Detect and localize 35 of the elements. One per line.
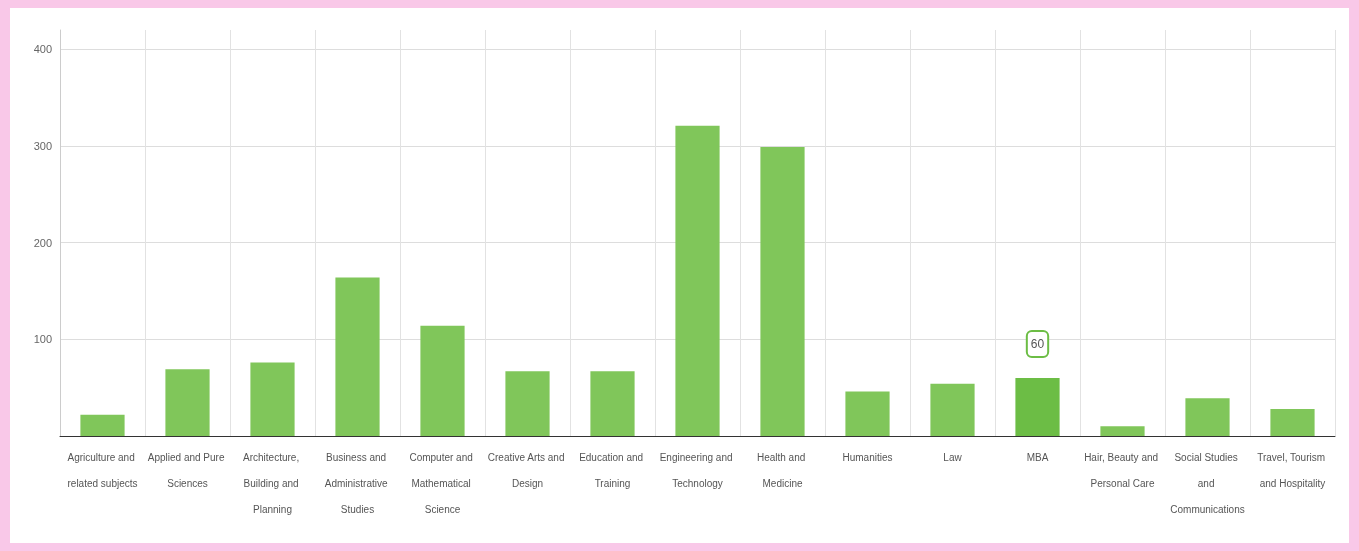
category-label: Architecture, Building and Planning <box>243 451 300 515</box>
bar <box>590 371 635 436</box>
x-tick-label: Law <box>943 451 963 463</box>
y-tick-label: 400 <box>33 43 52 56</box>
y-tick-label: 100 <box>33 333 52 346</box>
bar <box>165 369 210 436</box>
bar <box>1100 426 1145 436</box>
category-label: Social Studies and Communications <box>1170 451 1245 515</box>
bar <box>675 125 720 436</box>
bar <box>760 146 805 436</box>
bar <box>1185 398 1230 436</box>
category-label: Creative Arts and Design <box>487 451 565 489</box>
category-label: Hair, Beauty and Personal Care <box>1084 451 1159 489</box>
bar <box>335 277 380 436</box>
bar <box>420 325 465 436</box>
bar <box>250 362 295 436</box>
bar <box>505 371 550 436</box>
bar <box>845 391 890 436</box>
y-tick-label: 200 <box>33 236 52 249</box>
category-label: Computer and Mathematical Science <box>409 451 473 515</box>
bar <box>930 383 975 436</box>
category-label: Travel, Tourism and Hospitality <box>1257 451 1326 489</box>
x-tick-label: MBA <box>1026 451 1049 463</box>
category-label: Applied and Pure Sciences <box>147 451 225 489</box>
bar <box>1015 378 1060 436</box>
category-label: Engineering and Technology <box>659 451 733 489</box>
category-label: Health and Medicine <box>756 451 806 489</box>
category-label: Agriculture and related subjects <box>67 451 138 489</box>
bar <box>1270 408 1315 436</box>
y-tick-label: 300 <box>33 140 52 152</box>
data-label: 60 <box>1030 337 1045 351</box>
category-label: Business and Administrative Studies <box>324 451 388 515</box>
bar <box>80 414 125 436</box>
category-label: Education and Training <box>579 451 644 489</box>
x-tick-label: Humanities <box>842 451 893 463</box>
